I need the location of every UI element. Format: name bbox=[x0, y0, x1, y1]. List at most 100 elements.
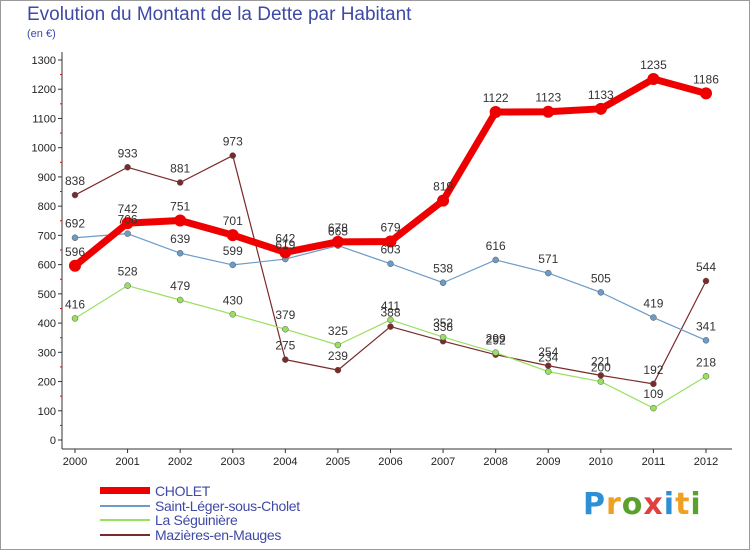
data-label: 352 bbox=[433, 316, 453, 330]
data-label: 596 bbox=[65, 245, 85, 259]
data-point bbox=[176, 179, 184, 186]
x-tick-label: 2000 bbox=[63, 456, 87, 468]
data-point bbox=[334, 366, 342, 374]
x-tick-label: 2003 bbox=[221, 456, 245, 468]
legend-swatch bbox=[100, 533, 150, 536]
data-point bbox=[650, 404, 657, 412]
y-tick-label: 400 bbox=[38, 318, 56, 330]
data-point bbox=[279, 246, 292, 259]
data-label: 639 bbox=[170, 232, 190, 246]
y-tick-label: 200 bbox=[38, 377, 56, 389]
logo-letter: o bbox=[621, 487, 644, 522]
data-label: 678 bbox=[328, 221, 348, 235]
data-point bbox=[650, 314, 657, 321]
data-label: 341 bbox=[696, 319, 716, 333]
y-tick-label: 1000 bbox=[32, 143, 56, 155]
chart-title: Evolution du Montant de la Dette par Hab… bbox=[27, 4, 412, 25]
data-point bbox=[647, 73, 660, 85]
data-label: 528 bbox=[118, 265, 138, 279]
series-line bbox=[74, 154, 707, 385]
data-point bbox=[387, 323, 394, 330]
y-tick-label: 600 bbox=[38, 260, 56, 272]
data-point bbox=[71, 191, 79, 199]
data-label: 430 bbox=[223, 293, 243, 307]
x-tick-label: 2011 bbox=[642, 456, 666, 468]
data-label: 419 bbox=[643, 297, 663, 311]
data-point bbox=[176, 296, 184, 304]
x-tick-label: 2004 bbox=[273, 456, 297, 468]
legend-label: Mazières-en-Mauges bbox=[155, 526, 282, 543]
data-label: 619 bbox=[275, 238, 295, 252]
data-label: 292 bbox=[486, 334, 506, 348]
data-label: 742 bbox=[118, 202, 138, 216]
data-point bbox=[121, 217, 134, 230]
data-label: 616 bbox=[486, 239, 506, 253]
proxiti-logo: Proxiti bbox=[583, 487, 702, 522]
data-point bbox=[331, 235, 344, 248]
data-label: 538 bbox=[433, 262, 453, 276]
data-label: 599 bbox=[223, 244, 243, 258]
data-point bbox=[597, 378, 605, 385]
y-tick-label: 1300 bbox=[32, 55, 56, 67]
data-label: 411 bbox=[381, 299, 400, 313]
data-point bbox=[650, 380, 657, 388]
data-label: 819 bbox=[433, 180, 453, 194]
data-point bbox=[124, 164, 131, 171]
data-point bbox=[71, 315, 79, 322]
logo-letter: t bbox=[675, 487, 691, 522]
data-label: 881 bbox=[170, 161, 190, 175]
data-point bbox=[282, 325, 289, 333]
data-label: 275 bbox=[275, 339, 295, 353]
data-point bbox=[545, 368, 552, 375]
data-point bbox=[702, 337, 710, 344]
data-point bbox=[229, 261, 236, 269]
data-label: 679 bbox=[380, 221, 400, 235]
legend-label: CHOLET bbox=[155, 483, 210, 499]
logo-letter: x bbox=[643, 487, 664, 522]
data-label: 218 bbox=[696, 355, 716, 369]
data-label: 751 bbox=[170, 199, 190, 213]
logo-letter: P bbox=[583, 487, 606, 522]
data-point bbox=[387, 260, 394, 267]
legend-swatch bbox=[100, 504, 150, 507]
data-label: 692 bbox=[65, 217, 85, 231]
x-tick-label: 2012 bbox=[694, 456, 718, 468]
x-tick-label: 2007 bbox=[431, 456, 455, 468]
legend-swatch bbox=[100, 519, 150, 521]
x-tick-label: 2008 bbox=[483, 456, 507, 468]
y-tick-label: 900 bbox=[38, 172, 56, 184]
data-point bbox=[124, 230, 131, 237]
data-label: 299 bbox=[486, 332, 506, 346]
data-point bbox=[229, 311, 236, 318]
data-point bbox=[229, 152, 236, 159]
data-label: 544 bbox=[696, 260, 716, 274]
data-point bbox=[437, 194, 450, 207]
data-point bbox=[71, 234, 79, 241]
data-point bbox=[439, 333, 447, 341]
data-label: 388 bbox=[380, 306, 400, 320]
data-point bbox=[542, 105, 555, 118]
x-tick-label: 2002 bbox=[168, 456, 192, 468]
data-label: 221 bbox=[591, 354, 611, 368]
x-tick-label: 2009 bbox=[536, 456, 560, 468]
data-label: 325 bbox=[328, 324, 348, 338]
data-label: 933 bbox=[118, 146, 138, 160]
x-tick-label: 2006 bbox=[378, 456, 402, 468]
x-tick-label: 2010 bbox=[589, 456, 613, 468]
y-tick-label: 800 bbox=[38, 201, 56, 213]
logo-letter: r bbox=[606, 487, 622, 522]
data-label: 254 bbox=[538, 345, 558, 359]
logo-letter: i bbox=[663, 487, 676, 522]
data-label: 200 bbox=[591, 361, 611, 375]
y-tick-label: 500 bbox=[38, 289, 56, 301]
data-label: 192 bbox=[643, 363, 663, 377]
x-tick-label: 2001 bbox=[115, 456, 139, 468]
x-tick-label: 2005 bbox=[326, 456, 350, 468]
data-label: 973 bbox=[223, 135, 243, 149]
data-point bbox=[702, 277, 710, 285]
data-point bbox=[545, 269, 552, 277]
data-label: 1186 bbox=[693, 72, 719, 86]
data-label: 1123 bbox=[535, 91, 561, 105]
data-label: 1235 bbox=[640, 58, 667, 72]
